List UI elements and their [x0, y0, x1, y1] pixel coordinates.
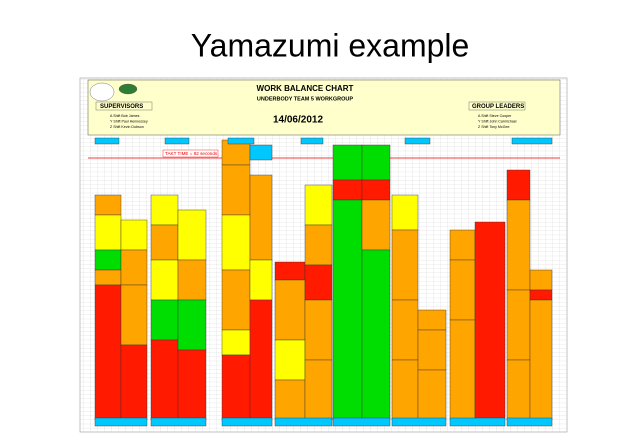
work-block	[474, 221, 506, 421]
work-block	[150, 339, 179, 421]
work-block	[332, 199, 363, 421]
work-block	[120, 249, 148, 286]
work-block	[449, 259, 476, 321]
group-leaders-label: GROUP LEADERS	[472, 104, 524, 110]
work-block	[177, 209, 207, 261]
station-footer	[391, 417, 447, 427]
work-block	[361, 249, 391, 421]
work-block	[529, 299, 553, 421]
work-block	[506, 359, 531, 421]
work-block	[274, 279, 306, 341]
takt-box	[162, 149, 219, 158]
work-block	[506, 169, 531, 201]
work-block	[177, 349, 207, 421]
work-block	[249, 259, 273, 301]
station-header	[404, 137, 431, 145]
work-block	[150, 194, 179, 226]
work-block	[417, 369, 447, 421]
station-footer	[449, 417, 506, 427]
station-header	[300, 137, 324, 145]
work-block	[391, 299, 419, 361]
group-leaders-box	[468, 101, 526, 111]
station-footer	[221, 417, 273, 427]
landrover-logo	[118, 83, 138, 95]
station-header	[164, 137, 190, 145]
work-block	[221, 329, 251, 356]
work-block	[332, 179, 363, 201]
station-footer	[506, 417, 553, 427]
station-footer	[332, 417, 391, 427]
work-block	[177, 259, 207, 301]
work-block	[304, 359, 333, 421]
sheet-subheading: UNDERBODY TEAM 5 WORKGROUP	[257, 96, 353, 102]
work-block	[120, 284, 148, 346]
work-block	[94, 269, 122, 286]
work-block	[304, 299, 333, 361]
work-block	[361, 199, 391, 251]
work-block	[304, 224, 333, 266]
work-block	[249, 299, 273, 421]
work-block	[249, 174, 273, 261]
work-block	[304, 184, 333, 226]
station-footer	[150, 417, 207, 427]
work-block	[221, 269, 251, 331]
sheet-heading: WORK BALANCE CHART	[257, 84, 354, 93]
supervisors-label: SUPERVISORS	[100, 104, 143, 110]
station-footer	[94, 417, 148, 427]
work-block	[391, 229, 419, 301]
work-block	[274, 261, 306, 281]
supervisor-name: A Shift Bob James	[110, 114, 140, 118]
work-block	[221, 164, 251, 216]
station-footer	[274, 417, 333, 427]
supervisor-name: Y Shift Paul Hennessey	[110, 119, 148, 123]
work-block	[221, 214, 251, 271]
work-block	[150, 224, 179, 261]
supervisors-box	[95, 101, 153, 111]
work-block	[94, 284, 122, 421]
work-block	[506, 289, 531, 361]
work-block	[529, 269, 553, 291]
work-block	[177, 299, 207, 351]
work-block	[120, 344, 148, 421]
work-block	[332, 144, 363, 181]
work-block	[221, 354, 251, 421]
work-block	[120, 219, 148, 251]
takt-label: TAKT TIME = 92 seconds	[165, 151, 218, 156]
work-block	[94, 194, 122, 216]
group-leader-name: Z Shift Tony McGee	[478, 125, 510, 129]
sheet-date: 14/06/2012	[273, 115, 323, 126]
slide-title: Yamazumi example	[191, 27, 470, 63]
work-block	[361, 144, 391, 181]
station-header	[94, 137, 120, 145]
work-block	[361, 179, 391, 201]
work-block	[417, 329, 447, 371]
jaguar-logo	[89, 82, 115, 102]
work-block	[274, 379, 306, 421]
station-header	[227, 137, 255, 145]
work-blocks	[94, 137, 553, 427]
work-block	[274, 339, 306, 381]
work-block	[304, 264, 333, 301]
work-block	[391, 359, 419, 421]
work-block	[150, 299, 179, 341]
work-block	[506, 199, 531, 291]
work-block	[94, 249, 122, 271]
group-leader-name: Y Shift John Carmichael	[478, 119, 517, 123]
supervisor-name: Z Shift Kevin Dobson	[110, 125, 144, 129]
work-block	[529, 289, 553, 301]
work-block	[417, 309, 447, 331]
work-block	[150, 259, 179, 301]
group-leader-name: A Shift Steve Cooper	[478, 114, 512, 118]
work-block	[391, 194, 419, 231]
work-block	[94, 214, 122, 251]
work-block	[449, 319, 476, 421]
work-block	[449, 229, 476, 261]
work-block	[249, 144, 273, 161]
station-header	[511, 137, 553, 145]
